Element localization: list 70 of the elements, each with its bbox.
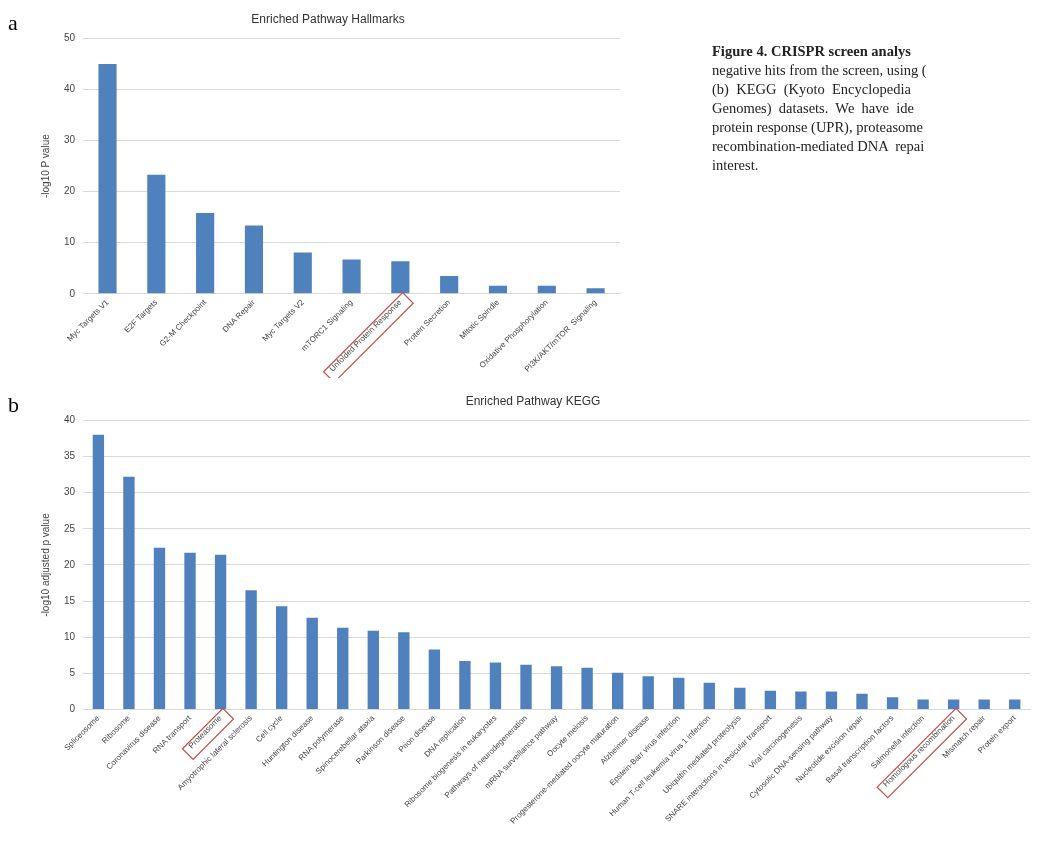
- bar: [459, 661, 471, 710]
- y-tick-label: 40: [64, 83, 76, 95]
- y-tick-label: 10: [64, 236, 76, 248]
- bar: [98, 63, 117, 294]
- bar: [703, 682, 715, 710]
- bar: [764, 690, 777, 710]
- y-tick-label: 20: [64, 558, 76, 570]
- bar: [488, 285, 508, 294]
- text: a: [8, 9, 19, 36]
- y-tick-label: 10: [64, 631, 76, 643]
- bar: [196, 213, 215, 294]
- bar: [306, 617, 318, 710]
- bar: [147, 174, 166, 294]
- y-tick-label: 40: [64, 414, 76, 426]
- bar: [734, 687, 746, 710]
- bar: [520, 664, 532, 710]
- bar: [337, 627, 349, 710]
- y-tick-label: 15: [64, 594, 76, 606]
- bar: [537, 285, 556, 294]
- chart-title: Enriched Pathway KEGG: [465, 393, 601, 408]
- bar: [795, 691, 807, 710]
- bar: [92, 434, 105, 710]
- bar: [550, 666, 563, 710]
- text: (b) KEGG (Kyoto Encyclopedia: [712, 80, 912, 99]
- chart-title: Enriched Pathway Hallmarks: [251, 11, 405, 26]
- bar: [367, 630, 379, 710]
- bar: [886, 697, 899, 710]
- bar: [586, 288, 605, 294]
- y-tick-label: 30: [64, 486, 76, 498]
- bar: [1009, 699, 1021, 710]
- bar: [428, 649, 441, 710]
- bar: [917, 699, 929, 710]
- y-tick-label: 25: [64, 522, 76, 534]
- text: Genomes) datasets. We have ide: [712, 99, 915, 118]
- bar: [825, 691, 838, 710]
- caption: Figure 4. CRISPR screen analys: [712, 42, 912, 61]
- bar: [245, 590, 257, 710]
- bar: [293, 252, 312, 294]
- bar: [581, 667, 593, 710]
- bar: [489, 662, 502, 710]
- text: b: [8, 391, 20, 418]
- bar: [391, 261, 410, 294]
- bar: [275, 606, 288, 710]
- bar: [244, 225, 264, 294]
- bar: [342, 259, 361, 294]
- y-tick-label: 0: [69, 703, 76, 715]
- bar: [947, 699, 960, 710]
- bar: [856, 693, 868, 710]
- bar: [184, 552, 196, 710]
- y-tick-label: 20: [64, 185, 76, 197]
- y-tick-label: 50: [64, 32, 76, 44]
- y-tick-label: 5: [69, 667, 76, 679]
- y-tick-label: 30: [64, 134, 76, 146]
- bar: [398, 632, 410, 710]
- bar: [214, 554, 227, 710]
- bar: [123, 476, 135, 710]
- bar: [611, 672, 624, 710]
- text: protein response (UPR), proteasome: [712, 118, 924, 137]
- bar: [642, 676, 654, 710]
- y-axis-title: -log10 P value: [39, 133, 51, 198]
- bar: [153, 547, 166, 710]
- y-axis-title: -log10 adjusted p value: [39, 512, 51, 617]
- y-tick-label: 35: [64, 450, 76, 462]
- y-tick-label: 0: [69, 287, 76, 299]
- bar: [673, 677, 685, 710]
- text: recombination-mediated DNA repai: [712, 137, 926, 156]
- bar: [440, 275, 459, 294]
- bar: [978, 699, 990, 710]
- text: interest.: [712, 156, 760, 175]
- text: negative hits from the screen, using (: [712, 61, 927, 80]
